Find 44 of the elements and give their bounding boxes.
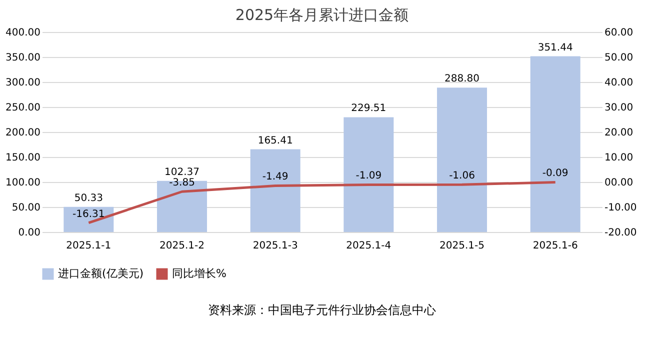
y-tick-label: 200.00: [6, 128, 40, 138]
y2-tick-label: 30.00: [604, 102, 634, 114]
bar: [344, 117, 394, 232]
y-tick-label: 150.00: [6, 152, 40, 164]
data-label: 50.33: [74, 192, 103, 204]
y2-tick-label: 00.00: [604, 178, 634, 188]
data-label: -16.31: [72, 208, 105, 220]
y2-tick-label: 50.00: [604, 52, 634, 64]
data-label: 229.51: [351, 103, 386, 114]
y2-tick-label: 60.00: [604, 28, 634, 38]
data-label: -3.85: [169, 178, 195, 189]
data-label: -0.09: [542, 168, 568, 180]
x-tick-label: 2025.1-4: [346, 240, 392, 252]
data-label: 165.41: [258, 135, 293, 146]
y-tick-label: 50.00: [12, 202, 40, 214]
data-label: -1.09: [356, 170, 382, 182]
y-tick-label: 350.00: [6, 52, 40, 64]
data-label: 102.37: [164, 166, 200, 178]
y2-tick-label: -20.00: [604, 228, 637, 238]
data-label: 288.80: [444, 74, 480, 85]
y2-tick-label: 10.00: [604, 152, 634, 164]
x-tick-label: 2025.1-2: [160, 240, 204, 252]
x-tick-label: 2025.1-5: [440, 240, 484, 252]
y-tick-label: 300.00: [6, 78, 40, 88]
x-tick-label: 2025.1-3: [252, 240, 298, 252]
data-label: -1.49: [262, 172, 288, 183]
bar: [250, 149, 300, 232]
y-tick-label: 400.00: [6, 28, 40, 38]
x-tick-label: 2025.1-6: [532, 240, 578, 252]
data-label: -1.06: [449, 170, 475, 182]
y-tick-label: 100.00: [6, 178, 40, 188]
chart-title: 2025年各月累计进口金额: [235, 6, 409, 24]
y-tick-label: 0.00: [18, 228, 40, 238]
y-tick-label: 250.00: [6, 102, 40, 114]
bar: [530, 56, 580, 232]
legend-label: 同比增长%: [172, 267, 226, 280]
legend-label: 进口金额(亿美元): [58, 267, 144, 280]
bar: [437, 88, 487, 232]
x-tick-label: 2025.1-1: [66, 240, 112, 252]
text: 资料来源：中国电子元件行业协会信息中心: [208, 303, 436, 317]
y2-tick-label: 40.00: [604, 78, 634, 88]
y2-tick-label: 20.00: [604, 128, 634, 138]
data-label: 351.44: [538, 42, 573, 54]
y2-tick-label: -10.00: [604, 202, 637, 214]
